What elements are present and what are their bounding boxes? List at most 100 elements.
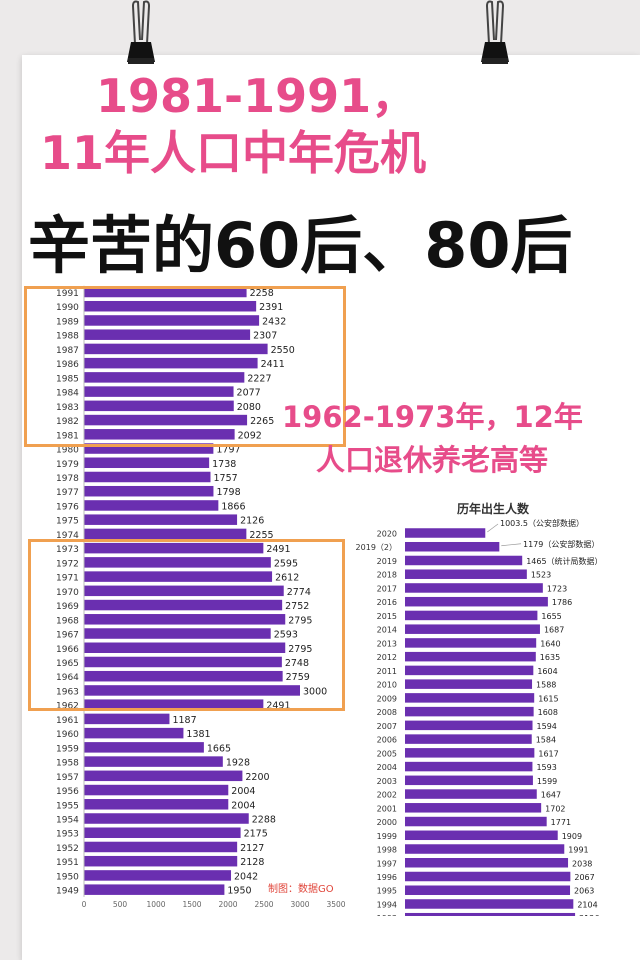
bar [405, 624, 540, 634]
bar [84, 557, 271, 568]
bar [405, 789, 537, 799]
year-label: 1981 [56, 431, 79, 441]
bar [405, 555, 523, 566]
inset-birth-chart: 历年出生人数 2020 1003.5（公安部数据） 2019（2） 1179（公安部数据… [356, 501, 603, 937]
value-label: 1640 [540, 639, 560, 648]
year-label: 1991 [56, 289, 79, 299]
bar [84, 813, 249, 824]
year-label: 1975 [56, 517, 79, 527]
x-tick-label: 3500 [326, 900, 345, 909]
x-tick-label: 1000 [146, 900, 165, 909]
value-label: 2265 [250, 416, 274, 427]
year-label: 1993 [377, 914, 397, 916]
value-label: 1003.5（公安部数据） [500, 518, 584, 528]
bar [405, 693, 535, 703]
year-label: 1986 [56, 360, 79, 370]
bar [84, 500, 219, 511]
year-label: 1994 [377, 900, 397, 909]
bar [84, 742, 204, 753]
bar [84, 642, 286, 653]
year-label: 1969 [56, 602, 79, 612]
bar [405, 734, 532, 744]
bar [84, 471, 211, 483]
value-label: 2795 [288, 644, 312, 655]
year-label: 1995 [377, 887, 397, 896]
value-label: 2255 [249, 530, 273, 541]
year-label: 2012 [377, 653, 397, 662]
bar [84, 457, 210, 469]
value-label: 2127 [240, 843, 264, 854]
headline-crisis: 11年人口中年危机 [40, 126, 427, 180]
value-label: 2491 [266, 544, 290, 555]
bar [84, 799, 229, 810]
year-label: 2020 [377, 530, 397, 539]
value-label: 1594 [537, 722, 557, 731]
annotation-retirement: 人口退休养老高等 [316, 443, 549, 477]
year-label: 2002 [377, 791, 397, 800]
value-label: 2092 [238, 430, 262, 441]
bar [84, 599, 283, 611]
value-label: 3000 [303, 686, 327, 697]
year-label: 2018 [377, 571, 397, 580]
bar [405, 583, 543, 593]
value-label: 1647 [541, 791, 561, 800]
year-label: 1996 [377, 873, 397, 882]
year-label: 1965 [56, 659, 79, 669]
year-label: 1960 [56, 730, 79, 740]
year-label: 1980 [56, 446, 79, 456]
value-label: 1608 [538, 708, 558, 717]
value-label: 2077 [237, 388, 261, 399]
value-label: 1635 [540, 653, 560, 662]
bar [84, 286, 247, 298]
leader-line [487, 523, 499, 533]
value-label: 1757 [214, 473, 238, 484]
bar [84, 713, 170, 725]
value-label: 1702 [545, 804, 565, 813]
value-label: 2550 [271, 345, 295, 356]
bar [84, 685, 300, 696]
bar [84, 372, 245, 383]
bar [84, 571, 273, 582]
value-label: 1615 [538, 694, 558, 703]
value-label: 2411 [261, 359, 285, 370]
x-tick-label: 2500 [254, 900, 273, 909]
year-label: 1968 [56, 616, 79, 626]
bar [84, 514, 238, 525]
year-label: 1954 [56, 816, 79, 826]
value-label: 1909 [562, 832, 582, 841]
bar [405, 803, 542, 813]
value-label: 2307 [253, 331, 277, 342]
value-label: 1593 [536, 763, 556, 772]
bar [405, 665, 534, 676]
headline-years: 1981-1991， [96, 69, 418, 123]
headline-generations: 辛苦的60后、80后 [28, 209, 573, 282]
x-tick-label: 1500 [182, 900, 201, 909]
bar [84, 656, 282, 668]
bar [84, 827, 241, 838]
bar [84, 727, 184, 739]
value-label: 1584 [536, 736, 556, 745]
value-label: 2038 [572, 859, 592, 868]
bar [84, 386, 234, 397]
year-label: 2004 [377, 763, 397, 772]
bar [84, 443, 214, 454]
bar [405, 871, 571, 882]
bar [405, 706, 534, 717]
value-label: 2126 [579, 914, 599, 916]
x-tick-label: 2000 [218, 900, 237, 909]
value-label: 2432 [262, 316, 286, 327]
bar [405, 596, 548, 607]
year-label: 1962 [56, 702, 79, 712]
year-label: 2007 [377, 722, 397, 731]
year-label: 1985 [56, 374, 79, 384]
year-label: 1951 [56, 858, 79, 868]
year-label: 1950 [56, 872, 79, 882]
bar [84, 784, 229, 796]
value-label: 1617 [538, 749, 558, 758]
year-label: 1970 [56, 588, 79, 598]
bar [84, 542, 264, 554]
value-label: 2067 [574, 873, 594, 882]
value-label: 2200 [245, 772, 269, 783]
year-label: 1974 [56, 531, 79, 541]
year-label: 2000 [377, 818, 397, 827]
